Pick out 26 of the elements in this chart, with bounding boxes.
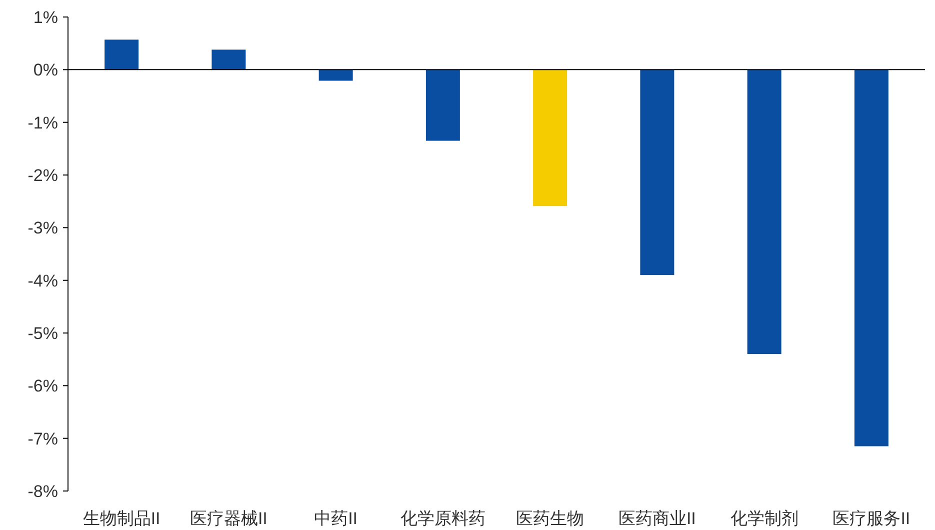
x-tick-label: 化学原料药: [400, 509, 486, 528]
bar: [854, 70, 888, 446]
x-tick-label: 化学制剂: [730, 509, 798, 528]
bar: [747, 70, 782, 354]
y-tick-label: -7%: [28, 429, 58, 448]
x-tick-label: 生物制品II: [82, 509, 160, 528]
y-tick-label: -1%: [28, 113, 58, 132]
bar: [212, 50, 246, 70]
y-tick-label: -3%: [28, 218, 58, 238]
bar: [533, 70, 568, 206]
y-tick-label: -6%: [28, 376, 58, 396]
bar: [318, 70, 353, 81]
x-tick-label: 医疗器械II: [190, 509, 268, 528]
y-tick-label: -4%: [28, 271, 58, 290]
x-tick-label: 医药生物: [516, 509, 584, 528]
bar: [640, 70, 674, 276]
x-tick-label: 医药商业II: [618, 509, 696, 528]
y-tick-label: 0%: [33, 60, 58, 80]
x-tick-label: 医疗服务II: [832, 509, 910, 528]
bar: [426, 70, 460, 141]
y-tick-label: 1%: [33, 8, 58, 27]
y-tick-label: -5%: [28, 324, 58, 343]
bar: [104, 40, 139, 70]
x-tick-label: 中药II: [314, 509, 358, 528]
y-tick-label: -8%: [28, 482, 58, 501]
y-tick-label: -2%: [28, 166, 58, 185]
